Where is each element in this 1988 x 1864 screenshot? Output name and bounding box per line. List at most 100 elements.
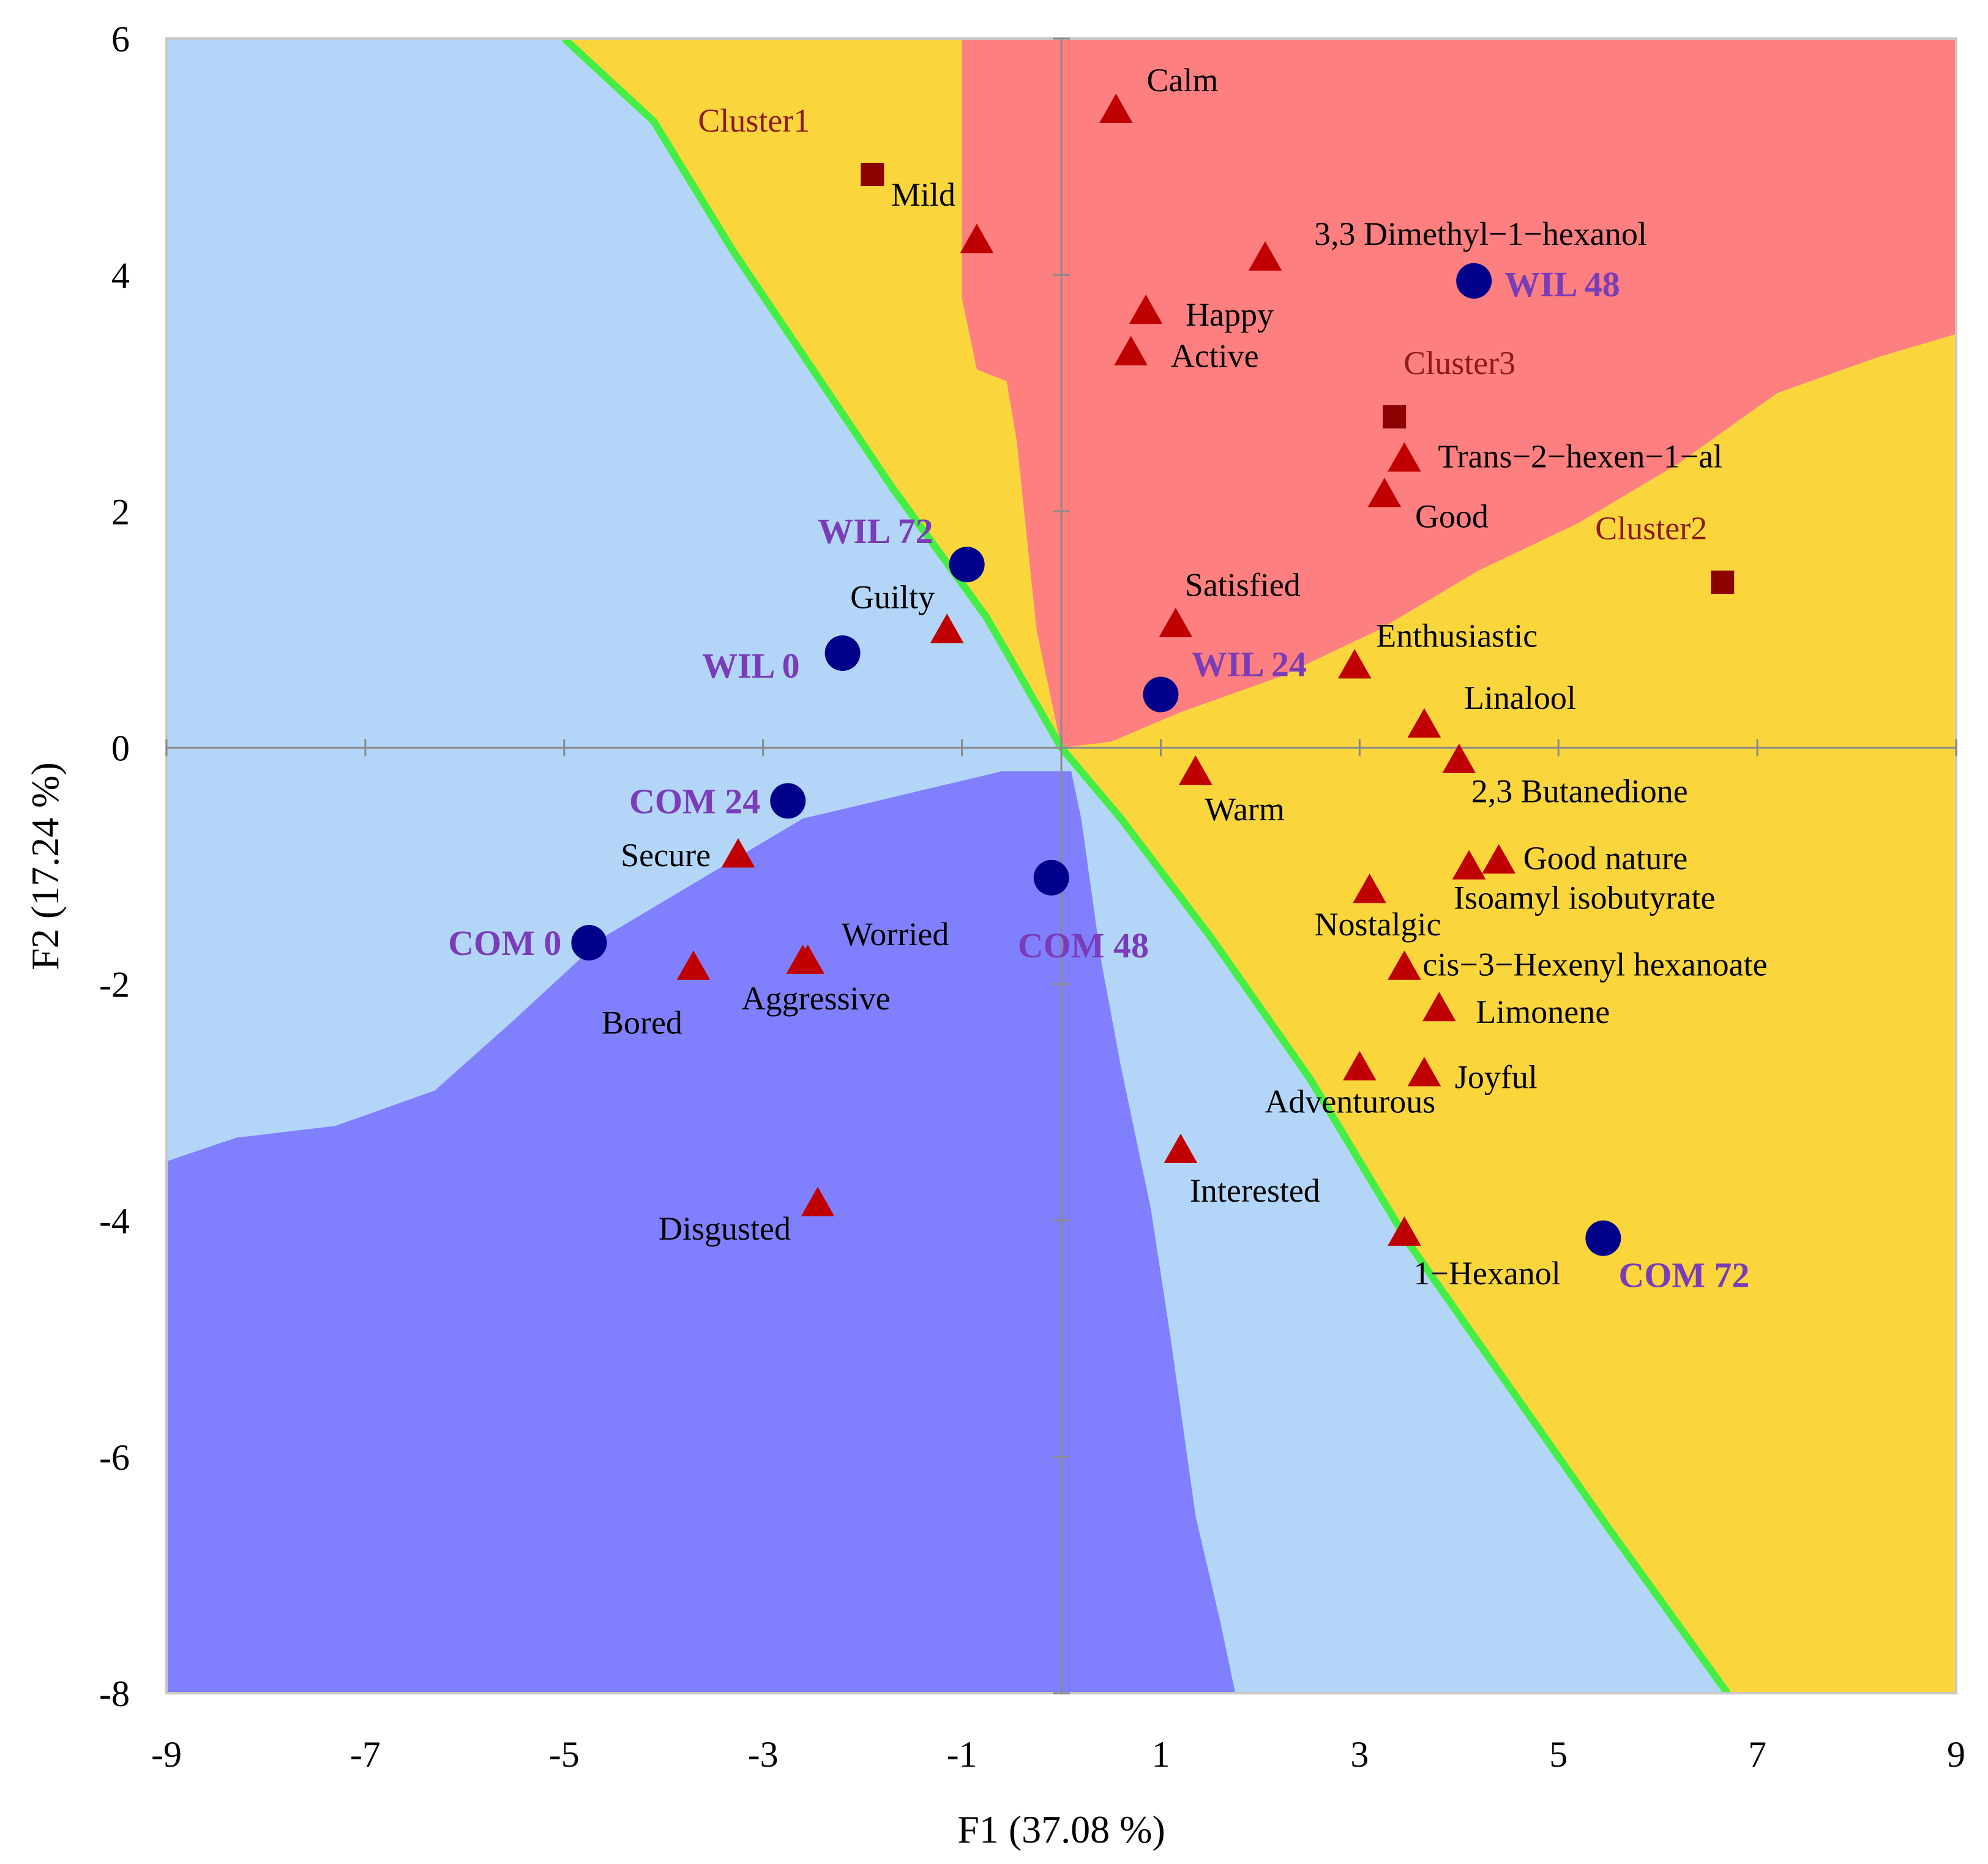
attribute-label: cis−3−Hexenyl hexanoate bbox=[1422, 946, 1767, 983]
sample-marker bbox=[1456, 263, 1492, 299]
attribute-marker bbox=[930, 613, 964, 643]
attribute-label: Linalool bbox=[1464, 679, 1576, 716]
sample-label: COM 72 bbox=[1618, 1256, 1749, 1295]
centroid-marker bbox=[1383, 405, 1407, 429]
attribute-marker bbox=[1248, 241, 1282, 271]
attribute-label: Isoamyl isobutyrate bbox=[1454, 880, 1715, 916]
attribute-marker bbox=[1164, 1133, 1198, 1163]
sample-marker bbox=[770, 783, 806, 819]
attribute-marker bbox=[1343, 1050, 1377, 1080]
axes: -9 -7 -5 -3 -1 1 3 5 7 9 6 4 2 0 -2 -4 -6 -8 bbox=[99, 19, 1965, 1775]
attribute-label: 1−Hexanol bbox=[1413, 1255, 1560, 1292]
attribute-label: Bored bbox=[602, 1005, 682, 1041]
attribute-marker bbox=[801, 1186, 835, 1216]
attribute-marker bbox=[1407, 708, 1441, 738]
x-tick-label: 5 bbox=[1549, 1734, 1568, 1775]
attribute-marker bbox=[1388, 1216, 1421, 1246]
attribute-label: Satisfied bbox=[1185, 567, 1301, 604]
x-tick-label: -9 bbox=[151, 1734, 182, 1775]
attribute-marker bbox=[1388, 950, 1421, 980]
y-tick-label: 0 bbox=[111, 728, 130, 768]
cluster-region-2-lower bbox=[1061, 334, 1956, 1693]
x-tick-label: -5 bbox=[549, 1734, 580, 1775]
sample-marker bbox=[824, 635, 861, 671]
sample-label: WIL 48 bbox=[1504, 264, 1620, 304]
sample-marker bbox=[1143, 676, 1179, 713]
attribute-label: Nostalgic bbox=[1315, 906, 1441, 943]
attribute-label: 2,3 Butanedione bbox=[1471, 773, 1688, 810]
attribute-label: Active bbox=[1171, 338, 1259, 375]
y-tick-label: -6 bbox=[99, 1437, 130, 1478]
y-tick-label: -2 bbox=[99, 965, 130, 1005]
attribute-marker bbox=[1337, 649, 1372, 679]
sample-marker bbox=[1033, 859, 1069, 896]
attribute-marker bbox=[676, 950, 711, 980]
centroid-label: Cluster2 bbox=[1595, 510, 1707, 547]
attribute-marker bbox=[1442, 743, 1476, 773]
attribute-label: Enthusiastic bbox=[1376, 617, 1538, 654]
attribute-label: Mild bbox=[891, 176, 955, 213]
attribute-label: Secure bbox=[621, 837, 711, 874]
attribute-marker bbox=[1452, 850, 1486, 880]
attribute-marker bbox=[1129, 294, 1163, 324]
attribute-marker bbox=[1353, 874, 1386, 904]
attribute-label: Guilty bbox=[850, 578, 935, 615]
y-tick-label: 2 bbox=[111, 492, 130, 532]
sample-label: COM 24 bbox=[629, 781, 760, 821]
attribute-label: Worried bbox=[842, 916, 949, 953]
attribute-label: Joyful bbox=[1455, 1058, 1538, 1095]
y-tick-label: -4 bbox=[99, 1201, 130, 1241]
attribute-label: Happy bbox=[1186, 296, 1274, 333]
attribute-label: Warm bbox=[1205, 791, 1285, 828]
sample-label: COM 0 bbox=[448, 923, 561, 963]
y-axis-title: F2 (17.24 %) bbox=[23, 762, 67, 970]
sample-label: WIL 24 bbox=[1191, 645, 1307, 684]
data-marks bbox=[571, 93, 1735, 1256]
x-axis-title: F1 (37.08 %) bbox=[957, 1808, 1165, 1851]
attribute-marker bbox=[1159, 607, 1193, 637]
centroid-label: Cluster1 bbox=[698, 102, 810, 139]
cluster-region-2-upper bbox=[564, 39, 1061, 748]
attribute-label: Good nature bbox=[1523, 840, 1687, 877]
cluster-region-3 bbox=[962, 39, 1956, 748]
attribute-marker bbox=[1367, 477, 1402, 507]
attribute-marker bbox=[721, 838, 755, 868]
x-tick-label: -7 bbox=[350, 1734, 381, 1775]
centroid-marker bbox=[1711, 571, 1735, 594]
y-tick-label: 4 bbox=[111, 255, 130, 296]
x-tick-label: -1 bbox=[947, 1734, 977, 1775]
attribute-label: 3,3 Dimethyl−1−hexanol bbox=[1314, 215, 1647, 252]
attribute-label: Adventurous bbox=[1265, 1084, 1435, 1120]
attribute-marker bbox=[1482, 844, 1516, 874]
x-tick-label: 9 bbox=[1947, 1734, 1965, 1775]
y-tick-label: 6 bbox=[111, 19, 130, 59]
x-tick-label: 7 bbox=[1748, 1734, 1766, 1775]
attribute-label: Aggressive bbox=[742, 980, 891, 1017]
sample-label: COM 48 bbox=[1018, 926, 1149, 965]
x-tick-label: -3 bbox=[748, 1734, 779, 1775]
sample-marker bbox=[1585, 1220, 1621, 1256]
attribute-marker bbox=[786, 944, 820, 975]
attribute-label: Trans−2−hexen−1−al bbox=[1438, 438, 1722, 474]
centroid-label: Cluster3 bbox=[1403, 345, 1515, 381]
sample-marker bbox=[949, 547, 985, 583]
x-tick-label: 3 bbox=[1350, 1734, 1369, 1775]
sample-label: WIL 0 bbox=[702, 646, 800, 686]
attribute-marker bbox=[1407, 1057, 1441, 1087]
sample-marker bbox=[571, 924, 607, 960]
attribute-label: Calm bbox=[1146, 62, 1218, 99]
attribute-label: Disgusted bbox=[659, 1210, 791, 1247]
attribute-marker bbox=[960, 223, 994, 253]
attribute-label: Good bbox=[1415, 498, 1489, 534]
attribute-marker bbox=[1388, 442, 1421, 472]
attribute-marker bbox=[1099, 93, 1133, 123]
centroid-marker bbox=[861, 163, 884, 187]
attribute-label: Interested bbox=[1190, 1172, 1320, 1209]
x-tick-label: 1 bbox=[1151, 1734, 1170, 1775]
attribute-marker bbox=[1422, 992, 1456, 1022]
attribute-marker bbox=[1114, 335, 1148, 365]
attribute-label: Limonene bbox=[1476, 994, 1610, 1030]
attribute-marker bbox=[1179, 755, 1213, 785]
cluster-boundary-line bbox=[561, 39, 1731, 1693]
